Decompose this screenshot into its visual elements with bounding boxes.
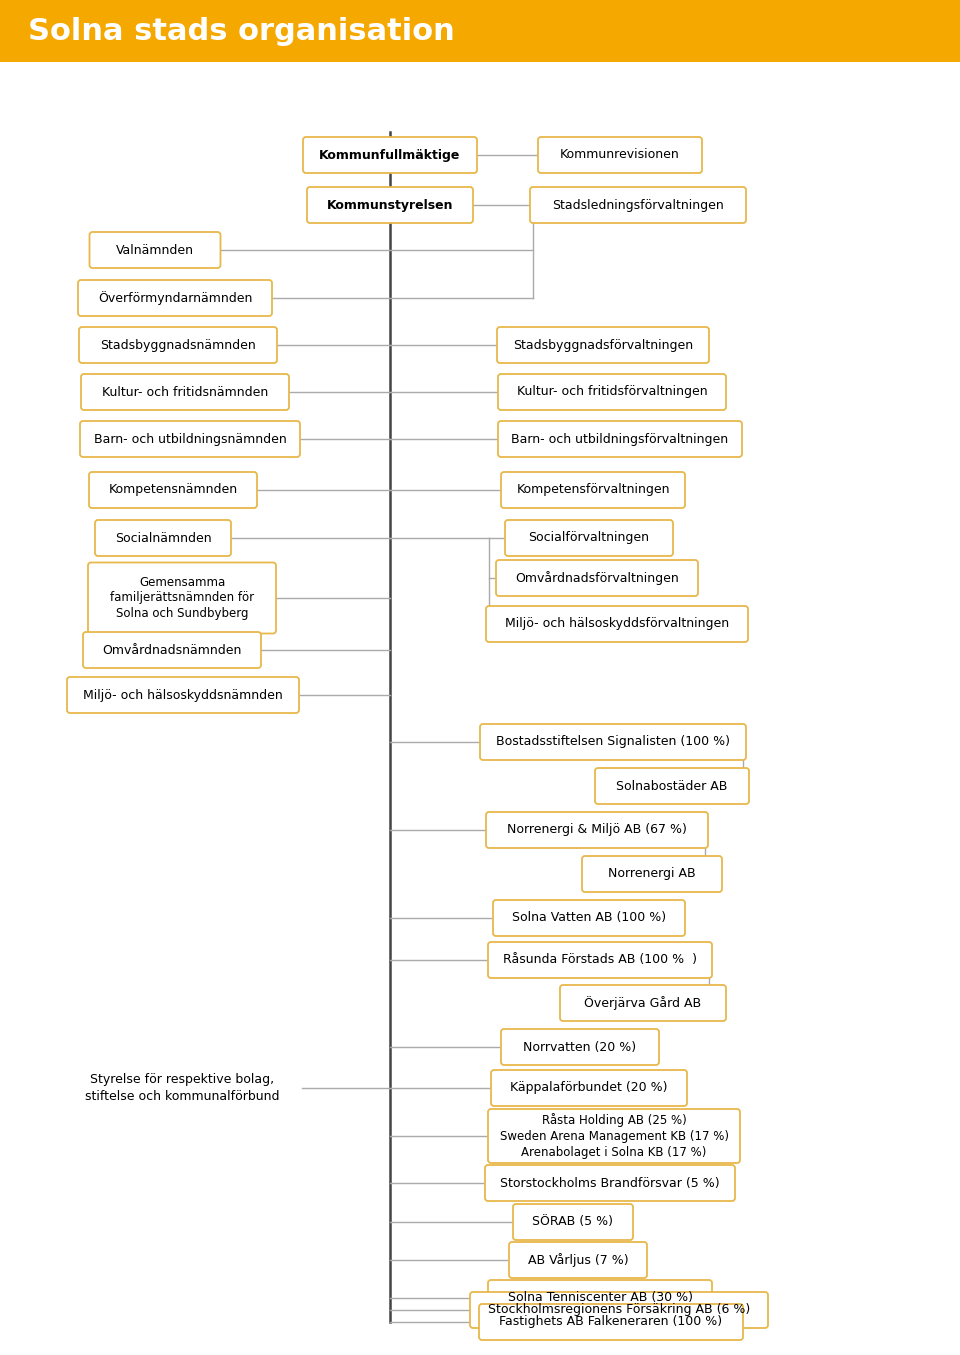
FancyBboxPatch shape [488,942,712,978]
Text: Kultur- och fritidsförvaltningen: Kultur- och fritidsförvaltningen [516,386,708,398]
FancyBboxPatch shape [496,560,698,596]
FancyBboxPatch shape [485,1165,735,1201]
FancyBboxPatch shape [488,1108,740,1163]
Text: Stadsbyggnadsnämnden: Stadsbyggnadsnämnden [100,339,256,351]
Text: Stockholmsregionens Försäkring AB (6 %): Stockholmsregionens Försäkring AB (6 %) [488,1304,750,1317]
FancyBboxPatch shape [89,472,257,508]
Text: SÖRAB (5 %): SÖRAB (5 %) [533,1215,613,1229]
FancyBboxPatch shape [501,472,685,508]
FancyBboxPatch shape [470,1293,768,1328]
FancyBboxPatch shape [509,1243,647,1278]
Text: Valnämnden: Valnämnden [116,244,194,256]
FancyBboxPatch shape [560,985,726,1022]
Text: Kommunstyrelsen: Kommunstyrelsen [326,198,453,211]
Text: Kommunrevisionen: Kommunrevisionen [560,149,680,161]
Text: Överjärva Gård AB: Överjärva Gård AB [585,996,702,1009]
Text: Råsta Holding AB (25 %)
Sweden Arena Management KB (17 %)
Arenabolaget i Solna K: Råsta Holding AB (25 %) Sweden Arena Man… [499,1112,729,1159]
FancyBboxPatch shape [498,421,742,457]
Text: Norrenergi AB: Norrenergi AB [609,867,696,881]
FancyBboxPatch shape [307,187,473,224]
FancyBboxPatch shape [80,421,300,457]
FancyBboxPatch shape [530,187,746,224]
Text: AB Vårljus (7 %): AB Vårljus (7 %) [528,1253,628,1267]
FancyBboxPatch shape [303,137,477,173]
FancyBboxPatch shape [83,631,261,668]
Text: Stadsledningsförvaltningen: Stadsledningsförvaltningen [552,198,724,211]
Text: Socialförvaltningen: Socialförvaltningen [529,531,650,545]
Text: Norrvatten (20 %): Norrvatten (20 %) [523,1041,636,1053]
FancyBboxPatch shape [79,327,277,363]
FancyBboxPatch shape [513,1205,633,1240]
Text: Kompetensförvaltningen: Kompetensförvaltningen [516,484,670,496]
FancyBboxPatch shape [538,137,702,173]
Text: Barn- och utbildningsförvaltningen: Barn- och utbildningsförvaltningen [512,432,729,446]
Text: Solna Tenniscenter AB (30 %): Solna Tenniscenter AB (30 %) [508,1291,692,1305]
Text: Omvårdnadsförvaltningen: Omvårdnadsförvaltningen [516,570,679,585]
FancyBboxPatch shape [89,232,221,268]
Text: Solnabostäder AB: Solnabostäder AB [616,779,728,793]
FancyBboxPatch shape [88,562,276,634]
Text: Solna Vatten AB (100 %): Solna Vatten AB (100 %) [512,912,666,924]
FancyBboxPatch shape [493,900,685,936]
FancyBboxPatch shape [67,678,299,713]
FancyBboxPatch shape [479,1304,743,1340]
Text: Solna stads organisation: Solna stads organisation [28,16,455,46]
Text: Omvårdnadsnämnden: Omvårdnadsnämnden [103,644,242,657]
Text: Gemensamma
familjerättsnämnden för
Solna och Sundbyberg: Gemensamma familjerättsnämnden för Solna… [110,576,254,621]
FancyBboxPatch shape [501,1028,659,1065]
FancyBboxPatch shape [480,724,746,760]
Text: Käppalaförbundet (20 %): Käppalaförbundet (20 %) [511,1081,668,1095]
Text: Fastighets AB Falkeneraren (100 %): Fastighets AB Falkeneraren (100 %) [499,1316,723,1328]
Text: Socialnämnden: Socialnämnden [114,531,211,545]
Text: Bostadsstiftelsen Signalisten (100 %): Bostadsstiftelsen Signalisten (100 %) [496,736,730,748]
Text: Råsunda Förstads AB (100 %  ): Råsunda Förstads AB (100 % ) [503,954,697,966]
Text: Norrenergi & Miljö AB (67 %): Norrenergi & Miljö AB (67 %) [507,824,687,836]
FancyBboxPatch shape [486,606,748,642]
Text: Styrelse för respektive bolag,
stiftelse och kommunalförbund: Styrelse för respektive bolag, stiftelse… [84,1073,279,1103]
FancyBboxPatch shape [595,768,749,804]
FancyBboxPatch shape [95,520,231,556]
Text: Barn- och utbildningsnämnden: Barn- och utbildningsnämnden [94,432,286,446]
Text: Kompetensnämnden: Kompetensnämnden [108,484,237,496]
FancyBboxPatch shape [582,856,722,892]
Text: Överförmyndarnämnden: Överförmyndarnämnden [98,291,252,305]
Text: Kommunfullmäktige: Kommunfullmäktige [320,149,461,161]
FancyBboxPatch shape [78,280,272,316]
Text: Miljö- och hälsoskyddsnämnden: Miljö- och hälsoskyddsnämnden [84,688,283,702]
FancyBboxPatch shape [81,374,289,411]
Text: Stadsbyggnadsförvaltningen: Stadsbyggnadsförvaltningen [513,339,693,351]
Bar [0,0,960,62]
FancyBboxPatch shape [497,327,709,363]
Text: Miljö- och hälsoskyddsförvaltningen: Miljö- och hälsoskyddsförvaltningen [505,618,729,630]
Text: Storstockholms Brandförsvar (5 %): Storstockholms Brandförsvar (5 %) [500,1176,720,1190]
FancyBboxPatch shape [486,812,708,848]
FancyBboxPatch shape [488,1280,712,1316]
FancyBboxPatch shape [498,374,726,411]
FancyBboxPatch shape [505,520,673,556]
FancyBboxPatch shape [491,1070,687,1106]
Text: Kultur- och fritidsnämnden: Kultur- och fritidsnämnden [102,386,268,398]
